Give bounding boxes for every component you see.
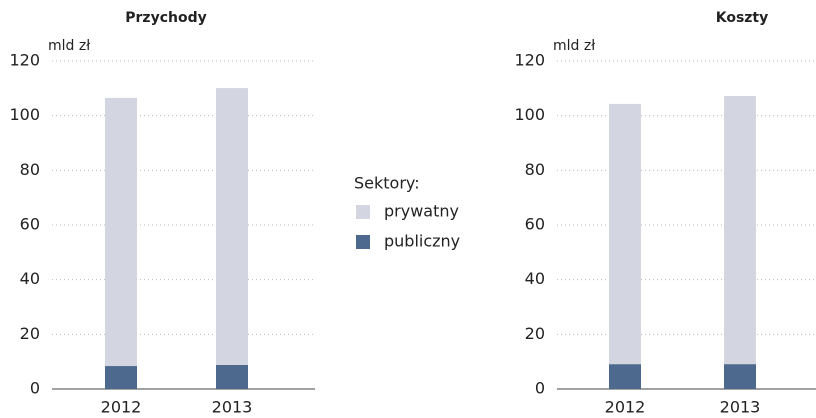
chart-title: Przychody xyxy=(125,10,206,26)
y-tick-label: 40 xyxy=(525,269,545,288)
bar-segment xyxy=(609,364,641,389)
y-tick-label: 0 xyxy=(30,379,40,398)
y-tick-label: 60 xyxy=(20,215,40,234)
x-tick-label: 2012 xyxy=(101,398,142,417)
y-tick-label: 20 xyxy=(20,324,40,343)
legend-swatch xyxy=(356,235,370,249)
x-tick-label: 2013 xyxy=(720,398,761,417)
y-tick-label: 120 xyxy=(9,51,40,70)
y-axis-label: mld zł xyxy=(48,38,90,54)
x-tick-label: 2012 xyxy=(605,398,646,417)
bar-segment xyxy=(609,103,641,365)
y-tick-label: 100 xyxy=(514,105,545,124)
bar-segment xyxy=(105,366,137,389)
y-axis-label: mld zł xyxy=(553,38,595,54)
bar-segment xyxy=(105,97,137,367)
bar-segment xyxy=(724,364,756,389)
legend-label: publiczny xyxy=(384,232,460,251)
chart-title: Koszty xyxy=(716,10,769,26)
bar-segment xyxy=(216,364,248,389)
legend-swatch xyxy=(356,205,370,219)
y-tick-label: 20 xyxy=(525,324,545,343)
y-tick-label: 120 xyxy=(514,51,545,70)
y-tick-label: 100 xyxy=(9,105,40,124)
x-tick-label: 2013 xyxy=(212,398,253,417)
y-tick-label: 80 xyxy=(525,160,545,179)
y-tick-label: 80 xyxy=(20,160,40,179)
bar-segment xyxy=(216,88,248,365)
legend-title: Sektory: xyxy=(354,174,420,193)
bar-segment xyxy=(724,95,756,365)
y-tick-label: 40 xyxy=(20,269,40,288)
y-tick-label: 0 xyxy=(535,379,545,398)
legend-label: prywatny xyxy=(384,202,459,221)
y-tick-label: 60 xyxy=(525,215,545,234)
